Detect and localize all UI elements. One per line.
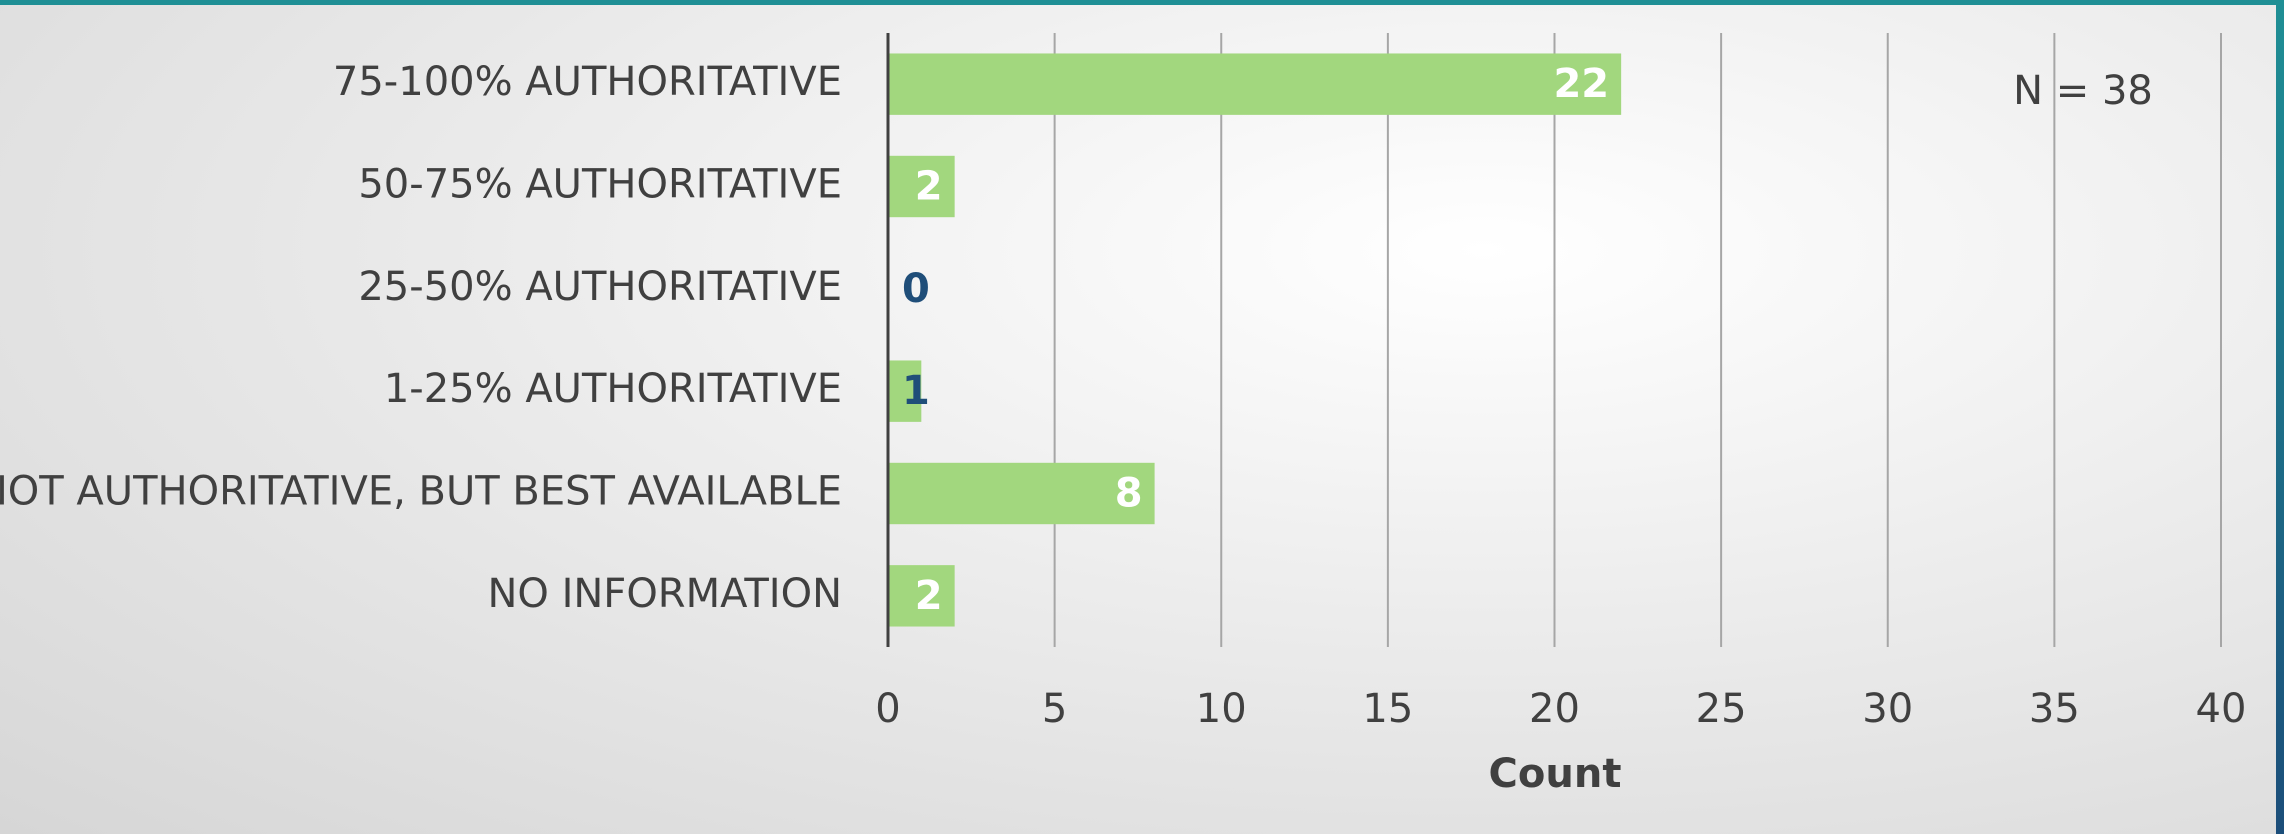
- x-tick-label: 40: [2196, 686, 2247, 732]
- y-tick-label: NO INFORMATION: [487, 571, 842, 617]
- x-tick-label: 30: [1862, 686, 1913, 732]
- x-tick-label: 20: [1529, 686, 1580, 732]
- data-label: 2: [915, 164, 943, 210]
- y-tick-label: NOT AUTHORITATIVE, BUT BEST AVAILABLE: [0, 469, 842, 515]
- y-tick-label: 25-50% AUTHORITATIVE: [358, 264, 842, 310]
- bar: [888, 155, 955, 218]
- x-tick-label: 0: [875, 686, 900, 732]
- data-label: 1: [902, 368, 930, 414]
- x-tick-label: 25: [1696, 686, 1747, 732]
- x-tick-label: 35: [2029, 686, 2080, 732]
- y-tick-label: 50-75% AUTHORITATIVE: [358, 162, 842, 208]
- y-tick-label: 75-100% AUTHORITATIVE: [333, 59, 842, 105]
- x-tick-label: 15: [1362, 686, 1413, 732]
- data-label: 0: [902, 266, 930, 312]
- data-label: 22: [1553, 61, 1609, 107]
- top-border: [0, 0, 2284, 5]
- data-label: 2: [915, 573, 943, 619]
- bar: [888, 53, 1622, 115]
- annotation: N = 38: [2013, 68, 2153, 114]
- y-tick-label: 1-25% AUTHORITATIVE: [384, 366, 842, 412]
- bar: [888, 462, 1155, 525]
- bar: [888, 565, 955, 627]
- bar: [888, 360, 922, 422]
- right-border: [2276, 0, 2284, 834]
- data-label: 8: [1115, 471, 1143, 517]
- x-tick-label: 5: [1042, 686, 1067, 732]
- x-tick-label: 10: [1196, 686, 1247, 732]
- x-axis-label: Count: [1489, 751, 1622, 797]
